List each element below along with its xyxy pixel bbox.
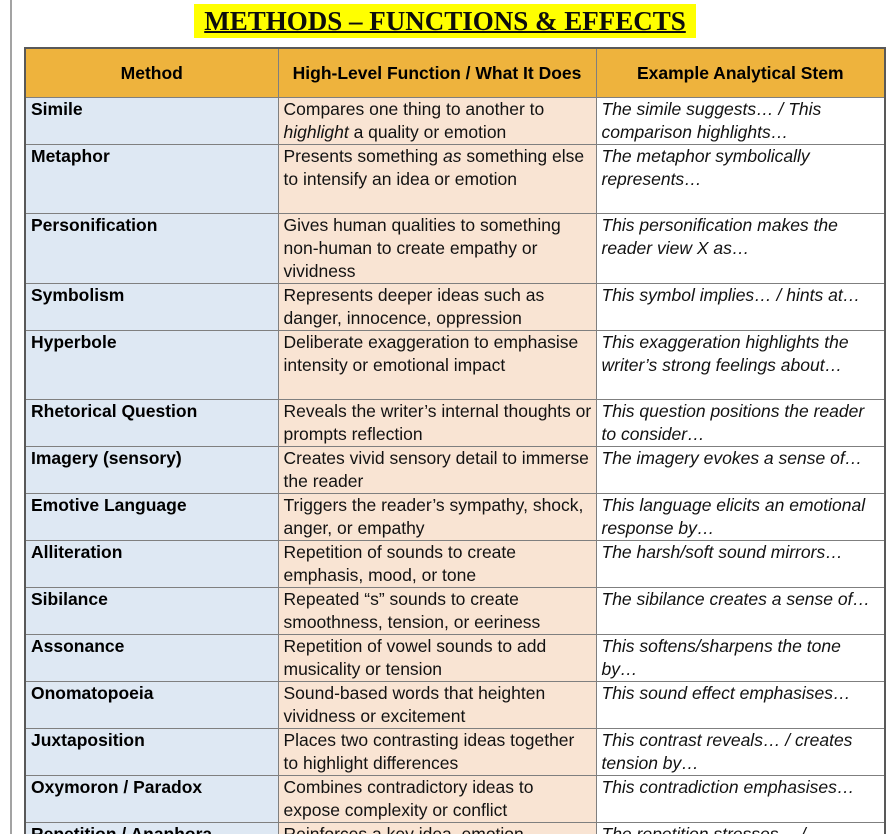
table-row: Emotive Language Triggers the reader’s sy… — [24, 493, 886, 541]
function-text: Triggers the reader’s sympathy, shock, a… — [283, 495, 584, 538]
function-cell: Creates vivid sensory detail to immerse … — [277, 446, 597, 494]
table-row: Onomatopoeia Sound-based words that heigh… — [24, 681, 886, 729]
table-body: Simile Compares one thing to another to h… — [24, 97, 886, 834]
function-text-emphasis: as — [443, 146, 462, 166]
stem-cell: The metaphor symbolically represents… — [595, 144, 886, 214]
function-text: something else to intensify an idea or e… — [283, 146, 585, 189]
table-row: Symbolism Represents deeper ideas such as… — [24, 283, 886, 331]
method-cell: Imagery (sensory) — [24, 446, 279, 494]
col-header-stem: Example Analytical Stem — [595, 47, 886, 98]
col-header-method: Method — [24, 47, 279, 98]
table-row: Rhetorical Question Reveals the writer’s … — [24, 399, 886, 447]
header-row: Method High-Level Function / What It Doe… — [24, 47, 886, 98]
method-cell: Oxymoron / Paradox — [24, 775, 279, 823]
function-cell: Reveals the writer’s internal thoughts o… — [277, 399, 597, 447]
table-row: Assonance Repetition of vowel sounds to a… — [24, 634, 886, 682]
function-text: Combines contradictory ideas to expose c… — [283, 777, 534, 820]
stem-cell: This personification makes the reader vi… — [595, 213, 886, 284]
table-row: Hyperbole Deliberate exaggeration to emph… — [24, 330, 886, 400]
stem-cell: This contrast reveals… / creates tension… — [595, 728, 886, 776]
function-text: a quality or emotion — [348, 122, 507, 142]
method-cell: Simile — [24, 97, 279, 145]
stem-cell: This question positions the reader to co… — [595, 399, 886, 447]
stem-cell: This contradiction emphasises… — [595, 775, 886, 823]
stem-cell: This exaggeration highlights the writer’… — [595, 330, 886, 400]
function-cell: Reinforces a key idea, emotion, — [277, 822, 597, 834]
table-header: Method High-Level Function / What It Doe… — [24, 47, 886, 98]
col-header-function: High-Level Function / What It Does — [277, 47, 597, 98]
function-cell: Repetition of sounds to create emphasis,… — [277, 540, 597, 588]
method-cell: Rhetorical Question — [24, 399, 279, 447]
table-row: Imagery (sensory) Creates vivid sensory d… — [24, 446, 886, 494]
methods-functions-table: Method High-Level Function / What It Doe… — [24, 47, 886, 834]
function-text: Gives human qualities to something non-h… — [283, 215, 561, 281]
function-text: Creates vivid sensory detail to immerse … — [283, 448, 589, 491]
function-cell: Places two contrasting ideas together to… — [277, 728, 597, 776]
table-row: Juxtaposition Places two contrasting idea… — [24, 728, 886, 776]
table-row: Metaphor Presents something as something … — [24, 144, 886, 214]
method-cell: Emotive Language — [24, 493, 279, 541]
method-cell: Symbolism — [24, 283, 279, 331]
function-text: Repetition of vowel sounds to add musica… — [283, 636, 547, 679]
table-row: Oxymoron / Paradox Combines contradictory… — [24, 775, 886, 823]
title-container: METHODS – FUNCTIONS & EFFECTS — [0, 4, 890, 38]
stem-cell: The repetition stresses… / — [595, 822, 886, 834]
function-text: Reveals the writer’s internal thoughts o… — [283, 401, 592, 444]
function-text: Places two contrasting ideas together to… — [283, 730, 575, 773]
method-cell: Assonance — [24, 634, 279, 682]
stem-cell: The simile suggests… / This comparison h… — [595, 97, 886, 145]
stem-cell: The imagery evokes a sense of… — [595, 446, 886, 494]
function-cell: Combines contradictory ideas to expose c… — [277, 775, 597, 823]
stem-cell: The harsh/soft sound mirrors… — [595, 540, 886, 588]
table-row: Personification Gives human qualities to … — [24, 213, 886, 284]
table-row: Repetition / Anaphora Reinforces a key id… — [24, 822, 886, 834]
method-cell: Metaphor — [24, 144, 279, 214]
function-text: Represents deeper ideas such as danger, … — [283, 285, 545, 328]
function-cell: Gives human qualities to something non-h… — [277, 213, 597, 284]
function-text: Presents something — [283, 146, 444, 166]
function-text-emphasis: highlight — [283, 122, 349, 142]
function-cell: Repetition of vowel sounds to add musica… — [277, 634, 597, 682]
stem-cell: This sound effect emphasises… — [595, 681, 886, 729]
function-cell: Triggers the reader’s sympathy, shock, a… — [277, 493, 597, 541]
method-cell: Juxtaposition — [24, 728, 279, 776]
function-text: Deliberate exaggeration to emphasise int… — [283, 332, 579, 375]
page-edge-line — [10, 0, 12, 834]
method-cell: Hyperbole — [24, 330, 279, 400]
stem-cell: This language elicits an emotional respo… — [595, 493, 886, 541]
function-cell: Repeated “s” sounds to create smoothness… — [277, 587, 597, 635]
function-cell: Sound-based words that heighten vividnes… — [277, 681, 597, 729]
function-text: Compares one thing to another to — [283, 99, 545, 119]
function-cell: Represents deeper ideas such as danger, … — [277, 283, 597, 331]
function-cell: Compares one thing to another to highlig… — [277, 97, 597, 145]
function-text: Reinforces a key idea, emotion, — [283, 824, 529, 834]
stem-cell: This symbol implies… / hints at… — [595, 283, 886, 331]
method-cell: Sibilance — [24, 587, 279, 635]
method-cell: Onomatopoeia — [24, 681, 279, 729]
table-row: Alliteration Repetition of sounds to crea… — [24, 540, 886, 588]
function-cell: Presents something as something else to … — [277, 144, 597, 214]
table-row: Simile Compares one thing to another to h… — [24, 97, 886, 145]
stem-cell: The sibilance creates a sense of… — [595, 587, 886, 635]
method-cell: Alliteration — [24, 540, 279, 588]
page-title: METHODS – FUNCTIONS & EFFECTS — [194, 4, 696, 38]
function-cell: Deliberate exaggeration to emphasise int… — [277, 330, 597, 400]
method-cell: Personification — [24, 213, 279, 284]
function-text: Repeated “s” sounds to create smoothness… — [283, 589, 541, 632]
stem-cell: This softens/sharpens the tone by… — [595, 634, 886, 682]
table-row: Sibilance Repeated “s” sounds to create s… — [24, 587, 886, 635]
function-text: Repetition of sounds to create emphasis,… — [283, 542, 517, 585]
method-cell: Repetition / Anaphora — [24, 822, 279, 834]
function-text: Sound-based words that heighten vividnes… — [283, 683, 546, 726]
